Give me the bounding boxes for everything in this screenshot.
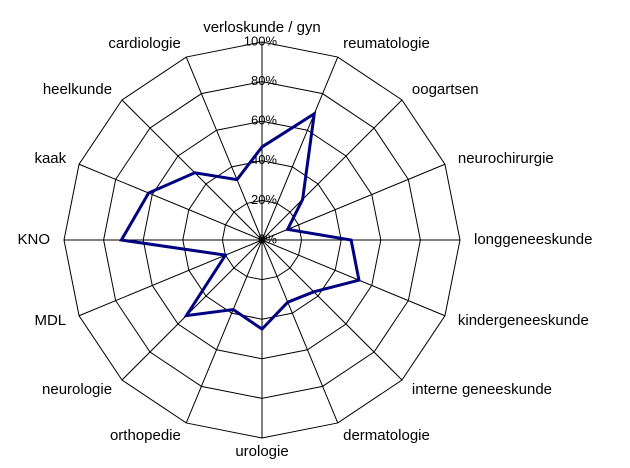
category-label: oogartsen: [412, 81, 479, 98]
category-label: heelkunde: [43, 81, 112, 98]
spoke: [78, 163, 263, 241]
category-label: neurologie: [42, 381, 112, 398]
spoke: [261, 56, 339, 241]
spoke: [121, 239, 263, 381]
category-label: urologie: [235, 443, 288, 460]
category-label: longgeneeskunde: [474, 231, 592, 248]
category-label: orthopedie: [110, 427, 181, 444]
spoke: [261, 99, 403, 241]
spoke: [261, 163, 446, 241]
tick-label: 60%: [251, 113, 277, 128]
spoke: [121, 99, 263, 241]
category-label: MDL: [34, 312, 66, 329]
category-label: kaak: [34, 150, 66, 167]
category-label: verloskunde / gyn: [203, 19, 321, 36]
spoke: [78, 239, 263, 317]
tick-label: 40%: [251, 152, 277, 167]
data-line: [119, 110, 361, 332]
tick-label: 20%: [251, 192, 277, 207]
spoke: [185, 239, 263, 424]
tick-label: 80%: [251, 73, 277, 88]
category-label: neurochirurgie: [458, 150, 554, 167]
category-label: kindergeneeskunde: [458, 312, 589, 329]
spoke: [261, 239, 339, 424]
tick-label: 100%: [244, 33, 278, 48]
tick-label: 0%: [258, 231, 277, 246]
spoke: [185, 56, 263, 241]
category-label: cardiologie: [108, 35, 181, 52]
spoke: [261, 239, 446, 317]
category-label: dermatologie: [343, 427, 430, 444]
category-label: interne geneeskunde: [412, 381, 552, 398]
category-label: reumatologie: [343, 35, 430, 52]
spoke: [261, 239, 403, 381]
category-label: KNO: [17, 231, 50, 248]
